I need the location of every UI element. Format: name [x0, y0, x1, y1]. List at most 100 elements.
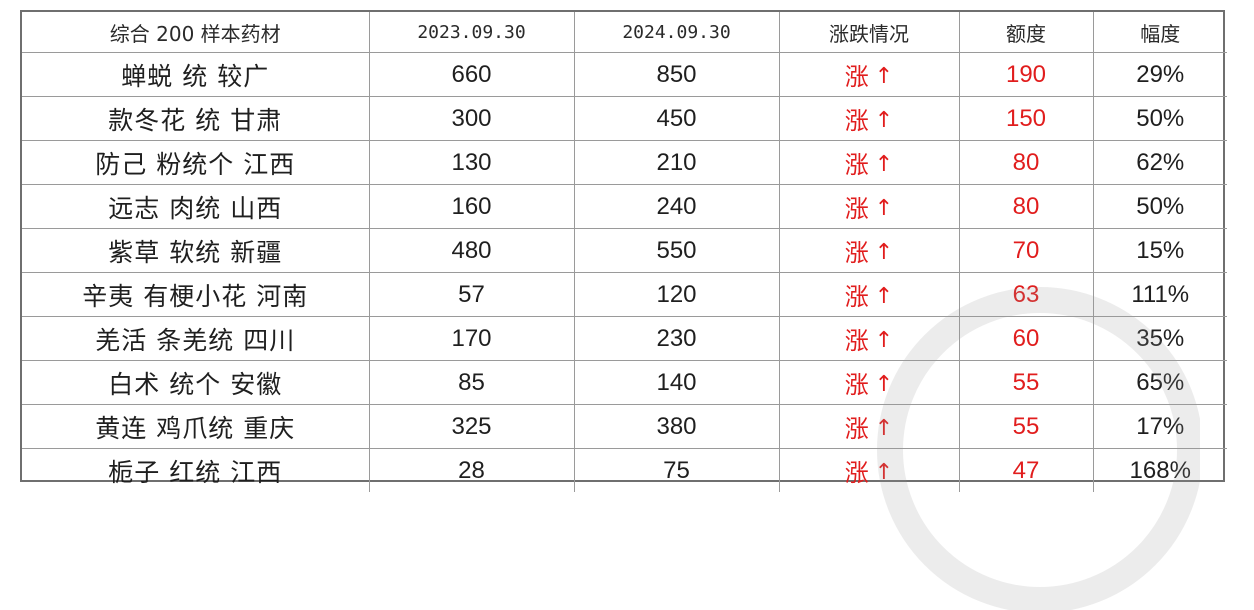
herb-name-cell: 款冬花 统 甘肃 [22, 96, 370, 141]
table-row: 蝉蜕 统 较广 660 850 涨 ↑ 190 29% [22, 52, 1227, 97]
price-table-frame: 综合 200 样本药材 2023.09.30 2024.09.30 涨跌情况 额… [20, 10, 1227, 492]
price-change-table: 综合 200 样本药材 2023.09.30 2024.09.30 涨跌情况 额… [22, 12, 1227, 492]
trend-cell: 涨 ↑ [778, 184, 960, 229]
price-2023-cell: 57 [368, 272, 575, 317]
price-2023-cell: 160 [368, 184, 575, 229]
herb-name-cell: 黄连 鸡爪统 重庆 [22, 404, 370, 449]
change-amount-cell: 55 [958, 360, 1094, 405]
price-2023-cell: 300 [368, 96, 575, 141]
price-2023-cell: 325 [368, 404, 575, 449]
change-amount-cell: 80 [958, 184, 1094, 229]
table-row: 款冬花 统 甘肃 300 450 涨 ↑ 150 50% [22, 96, 1227, 141]
table-row: 羌活 条羌统 四川 170 230 涨 ↑ 60 35% [22, 316, 1227, 361]
table-row: 防己 粉统个 江西 130 210 涨 ↑ 80 62% [22, 140, 1227, 185]
table-row: 白术 统个 安徽 85 140 涨 ↑ 55 65% [22, 360, 1227, 405]
change-percent-cell: 111% [1092, 272, 1227, 317]
header-trend: 涨跌情况 [778, 12, 960, 53]
header-date-2023: 2023.09.30 [368, 12, 575, 53]
change-amount-cell: 63 [958, 272, 1094, 317]
price-2024-cell: 120 [573, 272, 780, 317]
trend-label: 涨 [844, 195, 869, 223]
change-percent-cell: 15% [1092, 228, 1227, 273]
arrow-up-icon: ↑ [874, 372, 894, 397]
herb-name-cell: 蝉蜕 统 较广 [22, 52, 370, 97]
trend-label: 涨 [844, 63, 869, 91]
change-amount-cell: 190 [958, 52, 1094, 97]
change-percent-cell: 29% [1092, 52, 1227, 97]
arrow-up-icon: ↑ [874, 196, 894, 221]
price-2024-cell: 140 [573, 360, 780, 405]
table-row: 远志 肉统 山西 160 240 涨 ↑ 80 50% [22, 184, 1227, 229]
herb-name-cell: 栀子 红统 江西 [22, 448, 370, 492]
header-amount: 额度 [958, 12, 1094, 53]
table-body: 蝉蜕 统 较广 660 850 涨 ↑ 190 29% 款冬花 统 甘肃 300 450 涨 ↑ 150… [22, 52, 1227, 492]
table-row: 黄连 鸡爪统 重庆 325 380 涨 ↑ 55 17% [22, 404, 1227, 449]
trend-cell: 涨 ↑ [778, 140, 960, 185]
trend-cell: 涨 ↑ [778, 448, 960, 492]
herb-name-cell: 紫草 软统 新疆 [22, 228, 370, 273]
change-amount-cell: 60 [958, 316, 1094, 361]
arrow-up-icon: ↑ [874, 416, 894, 441]
arrow-up-icon: ↑ [874, 108, 894, 133]
trend-label: 涨 [844, 415, 869, 443]
arrow-up-icon: ↑ [874, 64, 894, 89]
arrow-up-icon: ↑ [874, 328, 894, 353]
price-2024-cell: 450 [573, 96, 780, 141]
trend-label: 涨 [844, 371, 869, 399]
trend-cell: 涨 ↑ [778, 228, 960, 273]
change-amount-cell: 70 [958, 228, 1094, 273]
change-amount-cell: 80 [958, 140, 1094, 185]
change-amount-cell: 150 [958, 96, 1094, 141]
price-2023-cell: 480 [368, 228, 575, 273]
price-2023-cell: 170 [368, 316, 575, 361]
change-percent-cell: 35% [1092, 316, 1227, 361]
change-percent-cell: 65% [1092, 360, 1227, 405]
price-2023-cell: 130 [368, 140, 575, 185]
herb-name-cell: 白术 统个 安徽 [22, 360, 370, 405]
price-2023-cell: 28 [368, 448, 575, 492]
trend-cell: 涨 ↑ [778, 316, 960, 361]
header-percent: 幅度 [1092, 12, 1227, 53]
change-percent-cell: 168% [1092, 448, 1227, 492]
trend-cell: 涨 ↑ [778, 96, 960, 141]
change-amount-cell: 55 [958, 404, 1094, 449]
price-2024-cell: 550 [573, 228, 780, 273]
price-2024-cell: 230 [573, 316, 780, 361]
arrow-up-icon: ↑ [874, 460, 894, 485]
table-row: 紫草 软统 新疆 480 550 涨 ↑ 70 15% [22, 228, 1227, 273]
change-percent-cell: 17% [1092, 404, 1227, 449]
trend-label: 涨 [844, 283, 869, 311]
trend-label: 涨 [844, 459, 869, 487]
trend-cell: 涨 ↑ [778, 52, 960, 97]
trend-label: 涨 [844, 327, 869, 355]
price-2024-cell: 850 [573, 52, 780, 97]
trend-cell: 涨 ↑ [778, 272, 960, 317]
change-percent-cell: 50% [1092, 184, 1227, 229]
trend-cell: 涨 ↑ [778, 360, 960, 405]
price-2024-cell: 240 [573, 184, 780, 229]
trend-label: 涨 [844, 107, 869, 135]
change-amount-cell: 47 [958, 448, 1094, 492]
change-percent-cell: 50% [1092, 96, 1227, 141]
trend-cell: 涨 ↑ [778, 404, 960, 449]
herb-name-cell: 远志 肉统 山西 [22, 184, 370, 229]
header-date-2024: 2024.09.30 [573, 12, 780, 53]
change-percent-cell: 62% [1092, 140, 1227, 185]
arrow-up-icon: ↑ [874, 240, 894, 265]
price-2024-cell: 380 [573, 404, 780, 449]
herb-name-cell: 防己 粉统个 江西 [22, 140, 370, 185]
price-2024-cell: 210 [573, 140, 780, 185]
table-row: 辛夷 有梗小花 河南 57 120 涨 ↑ 63 111% [22, 272, 1227, 317]
arrow-up-icon: ↑ [874, 284, 894, 309]
price-2023-cell: 85 [368, 360, 575, 405]
price-2024-cell: 75 [573, 448, 780, 492]
herb-name-cell: 辛夷 有梗小花 河南 [22, 272, 370, 317]
arrow-up-icon: ↑ [874, 152, 894, 177]
header-sample-herb: 综合 200 样本药材 [22, 12, 370, 53]
trend-label: 涨 [844, 239, 869, 267]
herb-name-cell: 羌活 条羌统 四川 [22, 316, 370, 361]
trend-label: 涨 [844, 151, 869, 179]
price-2023-cell: 660 [368, 52, 575, 97]
table-row: 栀子 红统 江西 28 75 涨 ↑ 47 168% [22, 448, 1227, 492]
table-header-row: 综合 200 样本药材 2023.09.30 2024.09.30 涨跌情况 额… [22, 12, 1227, 53]
